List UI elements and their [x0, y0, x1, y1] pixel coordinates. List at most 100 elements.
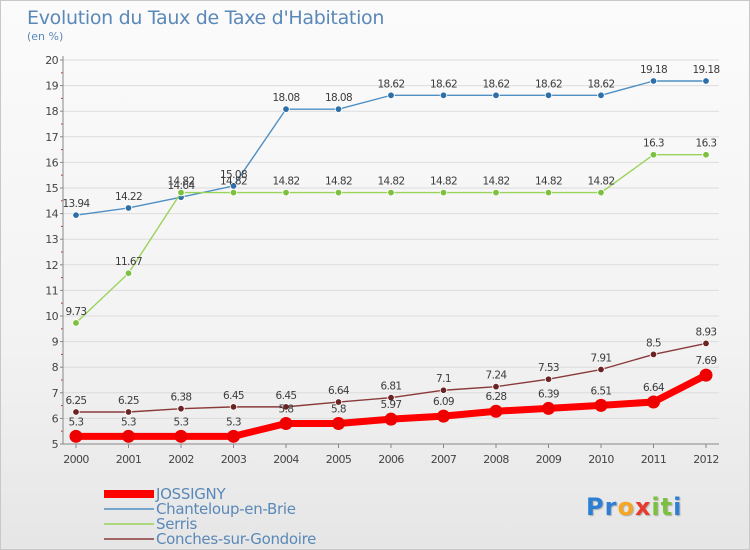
- data-point: [492, 382, 500, 391]
- x-tick-label: 2003: [221, 453, 247, 466]
- data-label: 7.69: [696, 355, 717, 367]
- data-label: 14.82: [587, 176, 614, 188]
- data-point: [229, 188, 238, 197]
- data-point: [649, 77, 658, 85]
- data-label: 18.62: [587, 78, 614, 90]
- data-point: [702, 77, 710, 85]
- legend-label: Conches-sur-Gondoire: [156, 530, 316, 548]
- data-label: 9.73: [66, 306, 87, 318]
- data-label: 18.62: [482, 78, 509, 90]
- x-tick-label: 2011: [641, 453, 667, 466]
- data-label: 7.24: [486, 370, 508, 382]
- data-label: 16.3: [696, 138, 717, 150]
- data-label: 11.67: [115, 256, 142, 268]
- data-label: 14.82: [377, 176, 404, 188]
- data-point: [122, 429, 135, 443]
- x-tick-label: 2002: [168, 453, 194, 466]
- data-label: 5.3: [226, 416, 241, 428]
- data-point: [332, 417, 345, 431]
- logo-letter: i: [651, 493, 661, 521]
- data-point: [124, 408, 133, 416]
- data-point: [177, 404, 185, 413]
- logo-letter: i: [673, 493, 683, 521]
- data-label: 6.51: [591, 385, 612, 397]
- data-point: [649, 151, 658, 159]
- y-tick-label: 9: [52, 336, 59, 349]
- y-tick-label: 18: [45, 105, 58, 118]
- data-label: 14.82: [430, 176, 457, 188]
- chart-plot-area: 13.94 14.22 14.64 15.08 18.08 18.08 18.62 18.62…: [62, 64, 720, 443]
- data-point: [702, 151, 710, 159]
- data-point: [174, 429, 188, 443]
- data-label: 14.82: [535, 176, 562, 188]
- data-label: 14.82: [220, 176, 247, 188]
- data-point: [177, 188, 185, 197]
- y-tick-label: 11: [45, 284, 58, 297]
- data-label: 14.82: [482, 176, 509, 188]
- data-label: 7.53: [538, 362, 559, 374]
- data-label: 6.81: [381, 381, 402, 393]
- y-tick-label: 13: [45, 233, 58, 246]
- logo-letter: t: [660, 493, 674, 521]
- data-label: 7.1: [436, 373, 451, 385]
- x-tick-label: 2004: [273, 453, 299, 466]
- data-label: 15.08: [220, 169, 247, 181]
- y-tick-label: 10: [45, 310, 58, 323]
- legend-label: JOSSIGNY: [155, 485, 226, 503]
- data-point: [492, 91, 500, 100]
- logo-letter: P: [586, 493, 605, 521]
- data-point: [649, 350, 658, 359]
- data-label: 6.28: [486, 391, 507, 403]
- series-conches-sur-gondoire: 6.25 6.25 6.38 6.45 6.45 6.64 6.81 7.1 7.24 7.53 7…: [66, 326, 717, 416]
- data-label: 16.3: [643, 138, 664, 150]
- data-label: 14.22: [115, 191, 142, 203]
- y-tick-label: 19: [45, 80, 58, 93]
- data-point: [279, 417, 293, 431]
- proxiti-logo: Proxiti: [586, 493, 682, 521]
- data-label: 6.64: [328, 385, 350, 397]
- data-label: 18.62: [535, 78, 562, 90]
- data-point: [72, 211, 80, 219]
- data-label: 5.3: [69, 416, 84, 428]
- data-label: 6.64: [643, 382, 665, 394]
- y-tick-label: 6: [52, 412, 59, 425]
- data-label: 13.94: [62, 198, 90, 210]
- y-tick-label: 8: [52, 361, 59, 374]
- data-label: 8.93: [696, 326, 717, 338]
- data-point: [229, 403, 238, 411]
- y-tick-label: 16: [45, 156, 58, 169]
- data-point: [597, 188, 605, 197]
- data-point: [72, 408, 80, 416]
- data-label: 14.82: [272, 176, 299, 188]
- data-point: [387, 393, 395, 402]
- data-label: 6.25: [118, 395, 139, 407]
- legend-item: Conches-sur-Gondoire: [104, 530, 316, 548]
- data-point: [702, 339, 710, 348]
- data-label: 5.3: [121, 416, 136, 428]
- data-point: [334, 105, 343, 113]
- data-point: [387, 188, 395, 197]
- data-point: [69, 429, 83, 443]
- data-label: 18.08: [325, 92, 352, 104]
- logo-letter: o: [617, 493, 635, 521]
- data-label: 6.39: [538, 388, 559, 400]
- legend-item: JOSSIGNY: [104, 485, 227, 503]
- data-label: 14.64: [167, 180, 195, 192]
- x-tick-label: 2012: [693, 453, 719, 466]
- chart-axes: 5 6 7 8 9 10 11 12 13 14 15 16 17 18 19 20 2000 2001 2002 2…: [45, 54, 719, 466]
- y-tick-label: 17: [45, 131, 58, 144]
- legend-label: Serris: [156, 515, 197, 533]
- data-label: 8.5: [646, 337, 661, 349]
- data-label: 6.25: [66, 395, 87, 407]
- data-label: 5.8: [279, 404, 294, 416]
- data-point: [544, 188, 553, 197]
- data-point: [597, 91, 605, 100]
- legend-label: Chanteloup-en-Brie: [156, 500, 296, 518]
- x-tick-label: 2006: [378, 453, 404, 466]
- y-tick-label: 7: [52, 387, 59, 400]
- chart-title: Evolution du Taux de Taxe d'Habitation: [27, 7, 385, 29]
- data-point: [384, 412, 398, 426]
- data-point: [72, 319, 80, 327]
